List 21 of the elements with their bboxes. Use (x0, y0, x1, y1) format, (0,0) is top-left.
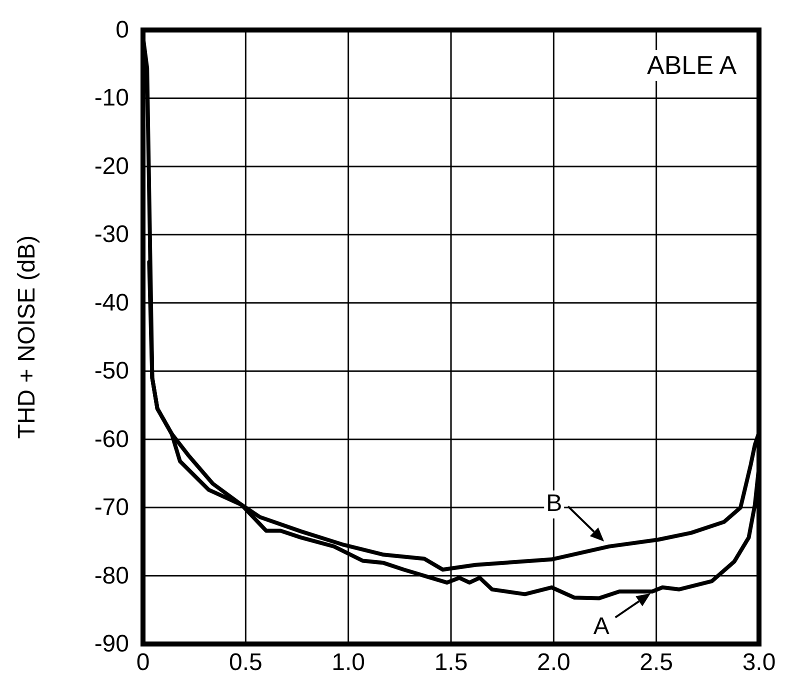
y-tick-label: -50 (94, 358, 129, 385)
x-tick-label: 1.0 (332, 649, 366, 676)
x-tick-label: 0 (136, 649, 150, 676)
y-tick-label: -80 (94, 562, 129, 590)
y-tick-label: -30 (94, 221, 129, 248)
annotation: A (593, 612, 610, 640)
x-tick-label: 0.5 (228, 649, 262, 676)
y-tick-label: 0 (116, 16, 129, 44)
y-tick-label: -40 (94, 289, 129, 316)
annotation: B (546, 490, 562, 517)
x-tick-label: 3.0 (742, 649, 776, 676)
y-tick-label: -70 (94, 494, 129, 522)
x-tick-label: 2.0 (536, 649, 570, 676)
x-tick-label: 1.5 (434, 649, 468, 676)
y-tick-label: -60 (94, 426, 129, 453)
x-tick-label: 2.5 (640, 649, 674, 676)
y-tick-label: -10 (94, 84, 129, 112)
y-tick-label: -20 (94, 152, 129, 180)
y-axis-title: THD + NOISE (dB) (14, 235, 41, 439)
y-tick-label: -90 (94, 630, 129, 658)
annotation: ABLE A (643, 50, 741, 81)
